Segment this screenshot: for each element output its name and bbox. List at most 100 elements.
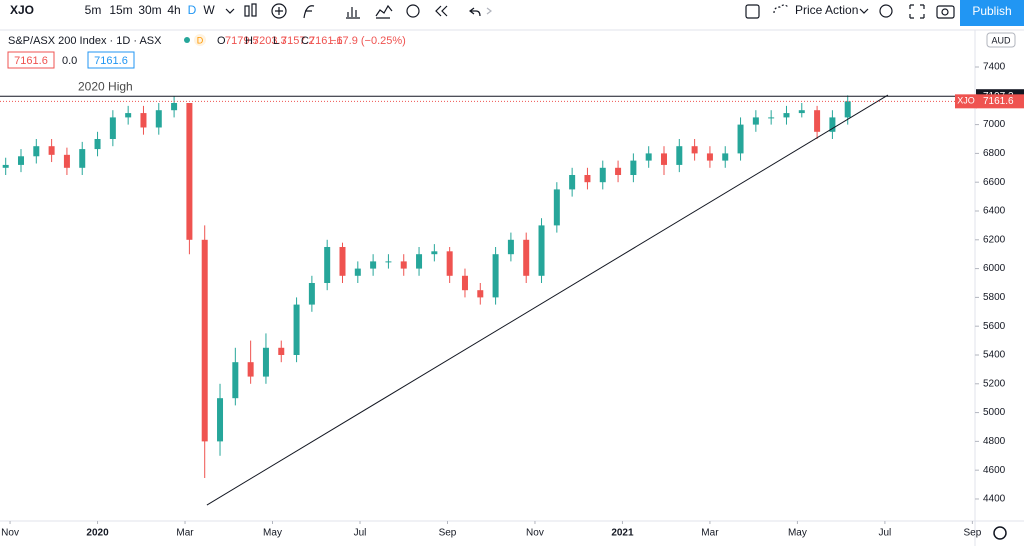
candle-body <box>630 160 637 175</box>
axis-settings[interactable] <box>993 526 1007 540</box>
input-box[interactable] <box>87 51 135 69</box>
candle-body <box>829 117 836 132</box>
candle-body <box>645 153 652 161</box>
interval[interactable]: W <box>203 3 215 17</box>
template-name[interactable]: Price Action <box>795 3 858 17</box>
y-tick-label: 5400 <box>983 350 1006 361</box>
interval-group: 5m 15m 30m 4h D W <box>85 3 216 17</box>
templates-icon[interactable] <box>375 4 393 19</box>
alert-icon[interactable] <box>406 4 420 18</box>
interval[interactable]: 30m <box>138 3 161 17</box>
layout-icon[interactable] <box>745 4 760 19</box>
candle-body <box>798 110 805 114</box>
template-menu[interactable] <box>859 8 869 14</box>
legend-title: S&P/ASX 200 Index · 1D · ASX <box>8 35 162 47</box>
y-tick-label: 6200 <box>983 234 1006 245</box>
ohlc-letter: O <box>217 35 226 47</box>
undo-icon[interactable] <box>469 7 481 17</box>
toolbar <box>0 0 1024 30</box>
ohlc-letter: C <box>301 35 309 47</box>
candle-body <box>17 156 24 165</box>
candle-body <box>523 239 530 276</box>
y-tick-label: 4600 <box>983 465 1006 476</box>
candle-body <box>783 113 790 118</box>
candle-body <box>538 225 545 276</box>
candle-body <box>308 282 315 305</box>
candle-body <box>186 103 193 240</box>
input-value: 7161.6 <box>14 55 48 67</box>
candle-body <box>2 164 9 168</box>
y-tick-label: 6800 <box>983 148 1006 159</box>
input-box[interactable] <box>7 51 55 69</box>
candle-body <box>446 251 453 276</box>
redo-icon[interactable] <box>486 7 492 15</box>
candle-body <box>400 261 407 269</box>
ohlc-letter: H <box>245 35 253 47</box>
y-tick-label: 5600 <box>983 321 1006 332</box>
y-tick-label: 7000 <box>983 119 1006 130</box>
last-price-badge <box>976 94 1024 109</box>
symbol[interactable]: XJO <box>10 3 34 17</box>
candle-body <box>768 117 775 119</box>
x-tick-label: Jul <box>354 528 367 539</box>
change: −17.9 (−0.25%) <box>330 35 406 47</box>
interval[interactable]: 4h <box>167 3 180 17</box>
chart-type-icon[interactable] <box>244 5 250 17</box>
high-line-label: 2020 High <box>78 79 133 93</box>
fullscreen-icon[interactable] <box>909 4 925 19</box>
trendline <box>206 94 889 506</box>
candle-body <box>416 254 423 269</box>
y-tick-label: 4400 <box>983 494 1006 505</box>
compare-icon[interactable] <box>271 3 287 19</box>
candle-body <box>370 261 377 269</box>
candle-body <box>339 246 346 276</box>
candle-body <box>461 275 468 291</box>
candle-body <box>278 347 285 355</box>
x-tick-label: Sep <box>439 528 457 539</box>
ohlc-legend: O 7179.5H 7203.3L 7157.2C 7161.6 <box>217 35 343 47</box>
publish-label[interactable]: Publish <box>972 4 1011 18</box>
x-tick-label: 2020 <box>86 528 109 539</box>
candle-body <box>722 153 729 161</box>
x-tick-label: Nov <box>1 528 19 539</box>
snapshot-icon[interactable] <box>936 5 955 19</box>
candle-body <box>431 251 438 255</box>
indicators-icon[interactable] <box>303 5 315 19</box>
candle-body <box>109 117 116 140</box>
plot: 2020 High <box>0 79 975 506</box>
ohlc-value: 7157.2 <box>281 35 315 47</box>
interval-menu[interactable] <box>225 8 235 14</box>
settings-icon[interactable] <box>879 4 893 18</box>
candle-body <box>293 304 300 355</box>
candle-body <box>615 167 622 175</box>
candle-body <box>584 174 591 183</box>
candle-body <box>247 362 254 377</box>
ohlc-value: 7179.5 <box>225 35 259 47</box>
y-tick-label: 6400 <box>983 206 1006 217</box>
publish-button[interactable] <box>960 0 1024 26</box>
y-tick-label: 7400 <box>983 62 1006 73</box>
status-dot <box>184 37 190 43</box>
interval[interactable]: 5m <box>85 3 102 17</box>
interval[interactable]: D <box>188 3 197 17</box>
last-symbol: XJO <box>957 96 975 106</box>
y-tick-label: 6000 <box>983 263 1006 274</box>
financials-icon[interactable] <box>346 7 360 19</box>
candle-body <box>94 139 101 150</box>
interval[interactable]: 15m <box>109 3 132 17</box>
candle-body <box>232 362 239 399</box>
ohlc-value: 7203.3 <box>253 35 287 47</box>
replay-icon[interactable] <box>435 5 448 17</box>
candle-body <box>706 153 713 161</box>
x-tick-label: Mar <box>176 528 194 539</box>
candle-body <box>33 146 40 157</box>
candle-body <box>140 113 147 128</box>
currency-box[interactable] <box>986 32 1016 48</box>
last-price: 7161.6 <box>983 96 1014 107</box>
toolbar-icons <box>225 3 955 19</box>
candle-body <box>48 146 55 155</box>
snapshot-lens <box>941 8 949 16</box>
badge-bg <box>194 34 206 46</box>
